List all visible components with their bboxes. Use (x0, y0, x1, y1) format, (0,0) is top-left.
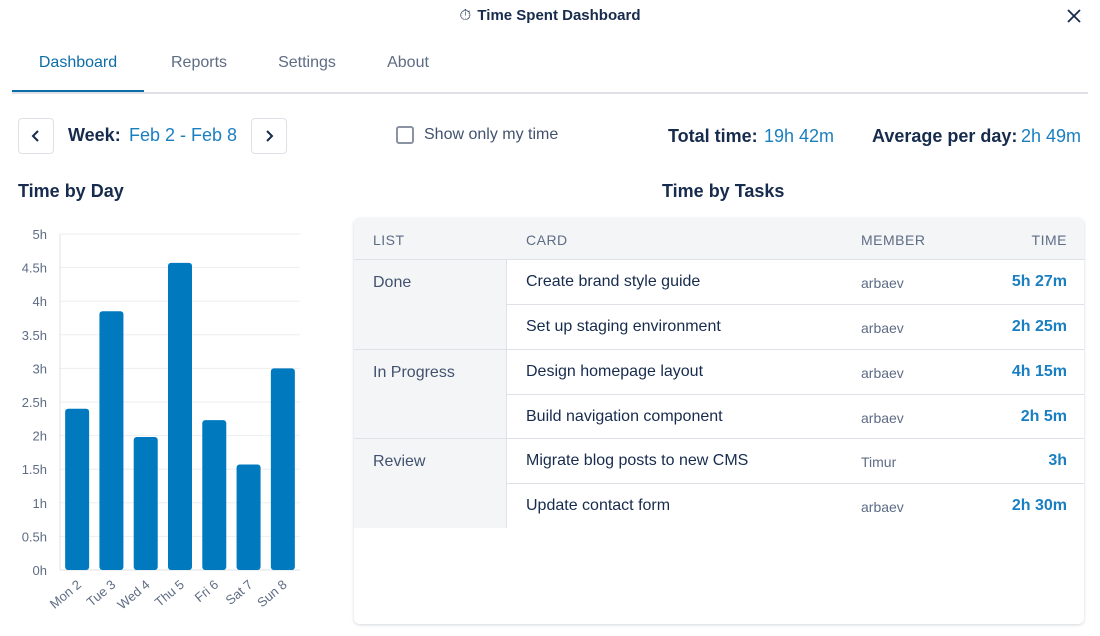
x-tick-label: Wed 4 (114, 577, 152, 612)
tab-settings[interactable]: Settings (278, 54, 336, 71)
y-tick-label: 3h (33, 361, 47, 376)
list-name: Review (373, 453, 426, 470)
card-name: Build navigation component (526, 408, 723, 425)
x-tick-label: Thu 5 (152, 577, 187, 610)
member-name: arbaev (861, 320, 904, 336)
x-tick-label: Mon 2 (47, 577, 84, 612)
header-member: MEMBER (861, 232, 926, 248)
x-tick-label: Fri 6 (192, 577, 222, 605)
time-by-tasks-table: LIST CARD MEMBER TIME Done Create brand … (354, 218, 1084, 624)
y-tick-label: 4.5h (22, 261, 47, 276)
member-name: arbaev (861, 275, 904, 291)
card-name: Create brand style guide (526, 273, 701, 290)
average-per-day-value: 2h 49m (1021, 126, 1082, 146)
member-name: arbaev (861, 365, 904, 381)
close-icon (1067, 9, 1081, 23)
time-by-day-title: Time by Day (18, 181, 124, 201)
x-tick-label: Sat 7 (223, 577, 256, 608)
y-tick-label: 1.5h (22, 462, 47, 477)
time-by-day-chart: 0h 0.5h 1h 1.5h 2h 2.5h 3h 3.5h 4h 4.5h 5h Mon 2 Tue… (22, 227, 300, 612)
tab-reports[interactable]: Reports (170, 54, 228, 71)
y-tick-label: 3.5h (22, 328, 47, 343)
week-label: Week: (68, 125, 121, 145)
chevron-left-icon (31, 130, 39, 142)
card-name: Migrate blog posts to new CMS (526, 452, 749, 469)
bar (270, 368, 295, 570)
table-row[interactable]: Set up staging environment arbaev 2h 25m (507, 305, 1084, 350)
time-value: 2h 25m (1011, 318, 1067, 335)
total-time-value: 19h 42m (764, 126, 835, 146)
list-cell: Review (354, 439, 507, 528)
close-button[interactable] (1064, 6, 1084, 26)
y-tick-label: 5h (33, 227, 47, 242)
list-cell: In Progress (354, 350, 507, 438)
time-value: 2h 5m (1020, 408, 1067, 425)
show-only-my-time-checkbox[interactable] (396, 126, 414, 144)
member-name: Timur (861, 454, 897, 470)
tab-dashboard[interactable]: Dashboard (12, 36, 144, 93)
table-group-done: Done Create brand style guide arbaev 5h … (354, 260, 1084, 350)
bar (168, 262, 192, 570)
tab-bar: Dashboard Reports Settings About (12, 36, 456, 94)
y-tick-label: 2h (33, 429, 47, 444)
member-name: arbaev (861, 410, 904, 426)
list-cell: Done (354, 260, 507, 349)
table-row[interactable]: Build navigation component arbaev 2h 5m (507, 395, 1084, 440)
stopwatch-icon: ⏱ (459, 7, 472, 24)
show-only-my-time-label[interactable]: Show only my time (424, 126, 559, 143)
total-time-label: Total time: (668, 126, 758, 146)
header-time: TIME (1031, 232, 1067, 248)
week-range: Feb 2 - Feb 8 (129, 125, 238, 145)
y-tick-label: 4h (33, 294, 47, 309)
time-by-tasks-title: Time by Tasks (662, 181, 785, 201)
card-name: Update contact form (526, 497, 671, 514)
bar (202, 420, 227, 570)
y-tick-label: 0h (33, 563, 47, 578)
tab-about[interactable]: About (387, 54, 429, 71)
prev-week-button[interactable] (18, 118, 54, 154)
time-value: 3h (1048, 452, 1067, 469)
average-per-day-label: Average per day: (872, 126, 1018, 146)
x-tick-label: Sun 8 (254, 577, 290, 610)
time-value: 4h 15m (1011, 363, 1067, 380)
table-header: LIST CARD MEMBER TIME (354, 218, 1084, 260)
list-name: In Progress (373, 364, 455, 381)
bar (133, 436, 158, 570)
window-title: ⏱ Time Spent Dashboard (0, 7, 1100, 24)
table-row[interactable]: Create brand style guide arbaev 5h 27m (507, 260, 1084, 305)
window-title-text: Time Spent Dashboard (477, 7, 641, 24)
y-tick-label: 2.5h (22, 395, 47, 410)
table-row[interactable]: Migrate blog posts to new CMS Timur 3h (507, 439, 1084, 484)
tabs-divider (12, 92, 1088, 94)
member-name: arbaev (861, 499, 904, 515)
bar (65, 408, 90, 570)
bar (99, 311, 124, 570)
card-name: Set up staging environment (526, 318, 721, 335)
header-list: LIST (373, 232, 405, 248)
table-group-review: Review Migrate blog posts to new CMS Tim… (354, 439, 1084, 528)
table-row[interactable]: Design homepage layout arbaev 4h 15m (507, 350, 1084, 395)
header-card: CARD (526, 232, 568, 248)
list-name: Done (373, 274, 412, 291)
x-tick-label: Tue 3 (84, 577, 119, 610)
chevron-right-icon (266, 130, 274, 142)
y-tick-label: 1h (33, 496, 47, 511)
table-group-in-progress: In Progress Design homepage layout arbae… (354, 350, 1084, 439)
next-week-button[interactable] (251, 118, 287, 154)
table-row[interactable]: Update contact form arbaev 2h 30m (507, 484, 1084, 529)
bar (236, 464, 261, 570)
title-bar: ⏱ Time Spent Dashboard (0, 0, 1100, 34)
time-value: 5h 27m (1011, 273, 1067, 290)
time-value: 2h 30m (1011, 497, 1067, 514)
card-name: Design homepage layout (526, 363, 704, 380)
y-tick-label: 0.5h (22, 529, 47, 544)
